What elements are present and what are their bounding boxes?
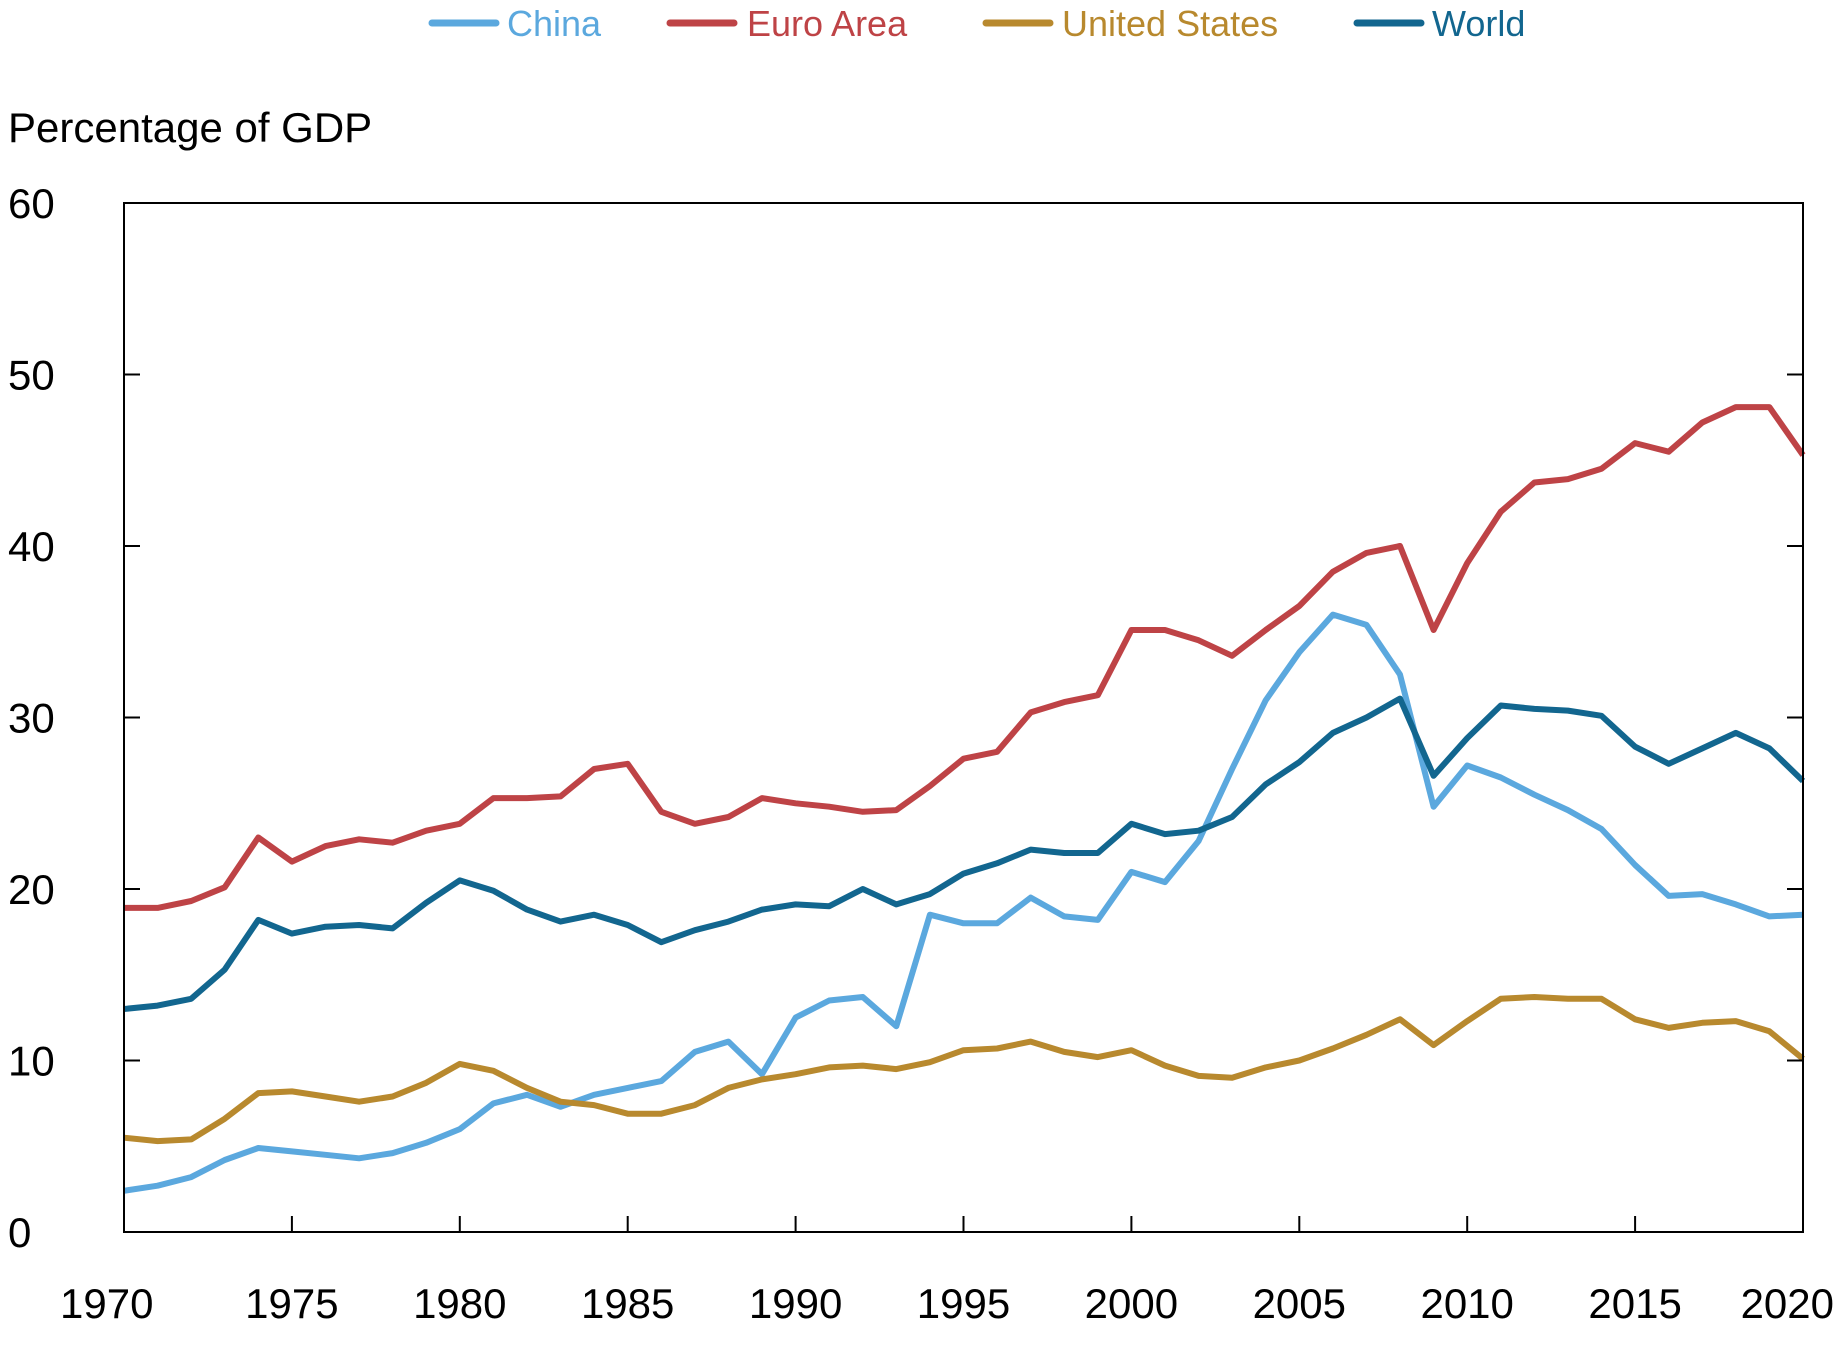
- x-axis: 1970 1975 1980 1985 1990 1995 2000 2005 2010 2015…: [60, 1216, 1834, 1327]
- y-tick-label: 40: [8, 523, 55, 570]
- legend: China Euro Area United States World: [428, 3, 1525, 44]
- y-tick-label: 0: [8, 1209, 31, 1256]
- legend-label: United States: [1062, 3, 1278, 44]
- series-lines: [123, 404, 1806, 1194]
- x-tick-label: 1995: [917, 1280, 1010, 1327]
- legend-item-euro-area: Euro Area: [666, 3, 908, 44]
- legend-item-china: China: [428, 3, 602, 44]
- x-tick-label: 1985: [581, 1280, 674, 1327]
- legend-label: Euro Area: [747, 3, 908, 44]
- y-tick-label: 60: [8, 180, 55, 227]
- series-line-united-states: [123, 994, 1805, 1145]
- legend-label: World: [1432, 3, 1525, 44]
- plot-frame: [123, 202, 1804, 1233]
- x-tick-label: 2010: [1420, 1280, 1513, 1327]
- x-tick-label: 1980: [413, 1280, 506, 1327]
- x-tick-label: 2000: [1085, 1280, 1178, 1327]
- y-tick-label: 20: [8, 866, 55, 913]
- y-axis: 0 10 20 30 40 50 60: [8, 180, 1803, 1256]
- x-tick-label: 2020: [1741, 1280, 1834, 1327]
- x-tick-label: 1975: [245, 1280, 338, 1327]
- y-axis-label: Percentage of GDP: [8, 104, 372, 151]
- legend-label: China: [507, 3, 602, 44]
- y-tick-label: 10: [8, 1038, 55, 1085]
- series-line-china: [123, 611, 1804, 1194]
- x-tick-label: 1970: [60, 1280, 153, 1327]
- y-tick-label: 30: [8, 695, 55, 742]
- series-line-euro-area: [124, 404, 1806, 911]
- x-tick-label: 2015: [1588, 1280, 1681, 1327]
- x-tick-label: 1990: [749, 1280, 842, 1327]
- legend-item-united-states: United States: [982, 3, 1278, 44]
- x-tick-label: 2005: [1253, 1280, 1346, 1327]
- series-line-world: [123, 695, 1806, 1012]
- legend-item-world: World: [1353, 3, 1525, 44]
- y-tick-label: 50: [8, 352, 55, 399]
